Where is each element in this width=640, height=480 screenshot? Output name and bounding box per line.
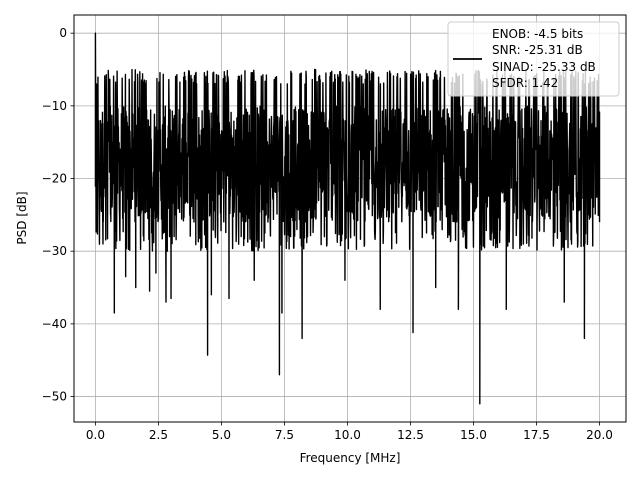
x-axis-ticks: 0.0 2.5 5.0 7.5 10.0 12.5 15.0 17.5 20.0 <box>86 422 613 442</box>
legend-entry: ENOB: -4.5 bits <box>492 27 583 41</box>
y-tick-label: 0 <box>59 26 67 40</box>
x-tick-label: 12.5 <box>397 428 424 442</box>
x-tick-label: 7.5 <box>275 428 294 442</box>
x-tick-label: 10.0 <box>334 428 361 442</box>
y-tick-label: −10 <box>42 99 67 113</box>
psd-line <box>94 32 601 405</box>
y-axis-label: PSD [dB] <box>15 191 29 244</box>
legend-entry: SINAD: -25.33 dB <box>492 60 596 74</box>
x-axis-label: Frequency [MHz] <box>300 451 401 465</box>
y-axis-ticks: 0 −10 −20 −30 −40 −50 <box>42 26 74 404</box>
x-tick-label: 2.5 <box>149 428 168 442</box>
y-tick-label: −20 <box>42 172 67 186</box>
legend-box <box>447 21 620 97</box>
x-tick-label: 0.0 <box>86 428 105 442</box>
legend: ENOB: -4.5 bits SNR: -25.31 dB SINAD: -2… <box>447 21 620 97</box>
y-tick-label: −40 <box>42 317 67 331</box>
x-tick-label: 5.0 <box>212 428 231 442</box>
legend-entry: SFDR: 1.42 <box>492 76 558 90</box>
legend-entry: SNR: -25.31 dB <box>492 43 583 57</box>
x-tick-label: 20.0 <box>586 428 613 442</box>
plot-frame <box>73 14 627 423</box>
y-tick-label: −50 <box>42 390 67 404</box>
psd-series <box>94 32 601 405</box>
y-tick-label: −30 <box>42 244 67 258</box>
x-tick-label: 17.5 <box>523 428 550 442</box>
x-tick-label: 15.0 <box>460 428 487 442</box>
